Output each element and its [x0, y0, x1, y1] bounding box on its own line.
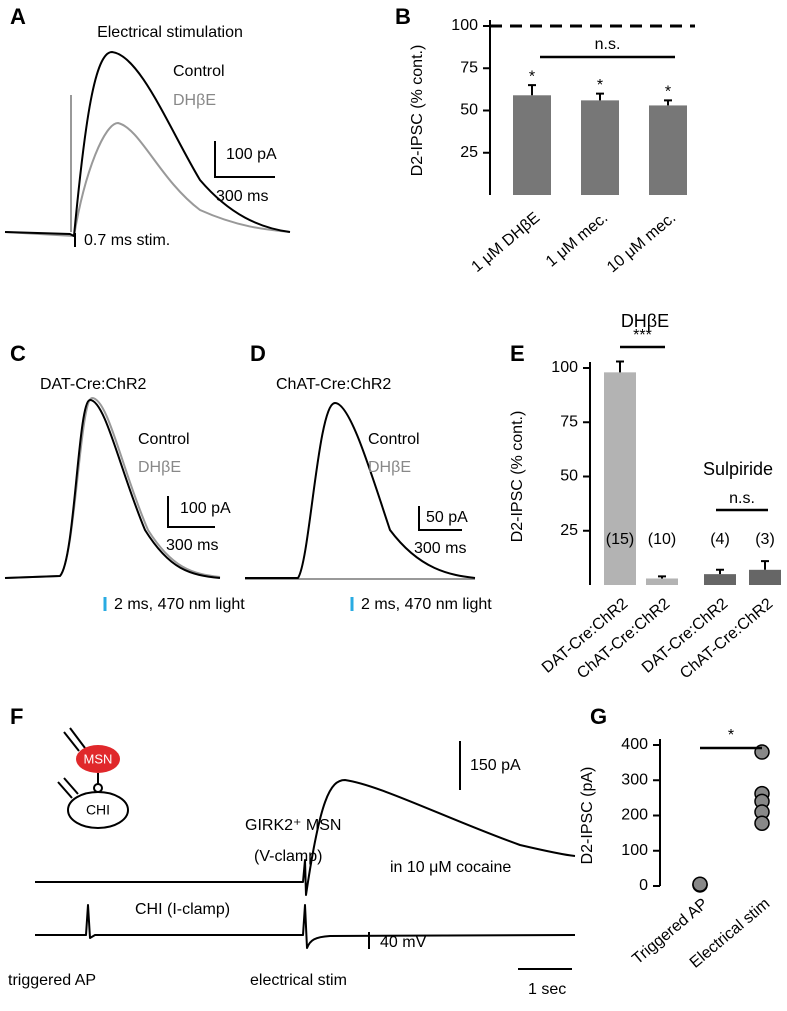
bar	[581, 100, 619, 195]
cell-label: CHI	[86, 802, 110, 818]
scale-label: 300 ms	[216, 188, 268, 205]
legend-label: DHβE	[368, 459, 411, 476]
group-label: DHβE	[621, 311, 669, 331]
comparison-label: n.s.	[729, 490, 755, 507]
panel-letter: F	[10, 704, 23, 729]
y-tick-label: 75	[460, 59, 478, 76]
legend-label: DHβE	[173, 92, 216, 109]
error-bar	[596, 92, 604, 101]
scale-label: 100 pA	[226, 146, 277, 163]
scale-label: 100 pA	[180, 500, 231, 517]
stim-label: 2 ms, 470 nm light	[361, 596, 492, 613]
legend-label: Control	[138, 431, 190, 448]
group-label: Sulpiride	[703, 459, 773, 479]
stim-label: 2 ms, 470 nm light	[114, 596, 245, 613]
y-tick-label: 300	[621, 771, 648, 788]
chi-cell	[67, 791, 129, 829]
bar	[704, 574, 736, 585]
panel-letter: C	[10, 341, 26, 366]
data-point	[692, 876, 708, 892]
panel-letter: E	[510, 341, 525, 366]
significance-label: *	[597, 77, 603, 94]
condition-label: in 10 μM cocaine	[390, 859, 511, 876]
comparison-label: ***	[633, 327, 652, 344]
recording-label: GIRK2⁺ MSN	[245, 817, 341, 834]
scale-label: 1 sec	[528, 981, 566, 998]
control-trace	[4, 399, 221, 579]
legend-label: DHβE	[138, 459, 181, 476]
cell-label: MSN	[84, 751, 113, 766]
comparison-label: *	[728, 727, 734, 744]
panel-letter: B	[395, 4, 411, 29]
y-tick-label: 50	[460, 102, 478, 119]
y-tick-label: 75	[560, 413, 578, 430]
bar	[604, 372, 636, 585]
significance-label: *	[529, 68, 535, 85]
scale-label: 300 ms	[414, 540, 466, 557]
n-label: (15)	[606, 531, 634, 548]
panel-title: DAT-Cre:ChR2	[40, 376, 146, 393]
scale-bar	[418, 506, 462, 531]
n-label: (3)	[755, 531, 775, 548]
comparison-label: n.s.	[595, 36, 621, 53]
synapse	[93, 783, 103, 793]
y-tick-label: 50	[560, 468, 578, 485]
panel-letter: G	[590, 704, 607, 729]
y-tick-label: 25	[560, 522, 578, 539]
panel-title: ChAT-Cre:ChR2	[276, 376, 391, 393]
data-point	[754, 815, 770, 832]
bar	[646, 578, 678, 585]
event-label: electrical stim	[250, 972, 347, 989]
error-bar	[616, 360, 624, 373]
panel-letter: D	[250, 341, 266, 366]
x-tick-label: 10 μM mec.	[604, 209, 679, 276]
event-label: triggered AP	[8, 972, 96, 989]
error-bar	[761, 560, 769, 570]
error-bar	[528, 84, 536, 96]
x-tick-label: 1 μM mec.	[543, 209, 611, 270]
error-bar	[664, 99, 672, 106]
msn-cell	[76, 745, 120, 773]
scale-label: 150 pA	[470, 757, 521, 774]
scale-label: 300 ms	[166, 537, 218, 554]
chi-trace	[35, 904, 576, 949]
y-tick-label: 400	[621, 736, 648, 753]
x-tick-label: 1 μM DHβE	[469, 209, 544, 276]
control-trace	[4, 51, 291, 237]
n-label: (4)	[710, 531, 730, 548]
panel-title: Electrical stimulation	[97, 24, 243, 41]
n-label: (10)	[648, 531, 676, 548]
legend-label: Control	[368, 431, 420, 448]
scale-bar	[167, 496, 215, 528]
stim-label: 0.7 ms stim.	[84, 232, 170, 249]
bar	[749, 569, 781, 585]
significance-label: *	[665, 84, 671, 101]
legend-label: Control	[173, 63, 225, 80]
schematic-neurites	[57, 727, 99, 799]
control-trace	[245, 402, 476, 579]
y-axis-label: D2-IPSC (% cont.)	[409, 45, 426, 177]
y-tick-label: 25	[460, 144, 478, 161]
msn-trace	[35, 779, 576, 896]
bar	[513, 95, 551, 195]
y-axis-label: D2-IPSC (pA)	[579, 767, 596, 865]
y-tick-label: 100	[621, 842, 648, 859]
y-tick-label: 0	[639, 877, 648, 894]
dhbe-trace	[4, 122, 291, 237]
error-bar	[716, 568, 724, 575]
bar	[649, 105, 687, 195]
scale-label: 40 mV	[380, 934, 427, 951]
scale-bar	[214, 141, 275, 178]
y-tick-label: 100	[551, 359, 578, 376]
y-tick-label: 100	[451, 17, 478, 34]
scale-label: 50 pA	[426, 509, 468, 526]
recording-label: (V-clamp)	[254, 848, 322, 865]
error-bar	[658, 575, 666, 579]
y-tick-label: 200	[621, 807, 648, 824]
y-axis-label: D2-IPSC (% cont.)	[509, 411, 526, 543]
panel-letter: A	[10, 4, 26, 29]
recording-label: CHI (I-clamp)	[135, 901, 230, 918]
